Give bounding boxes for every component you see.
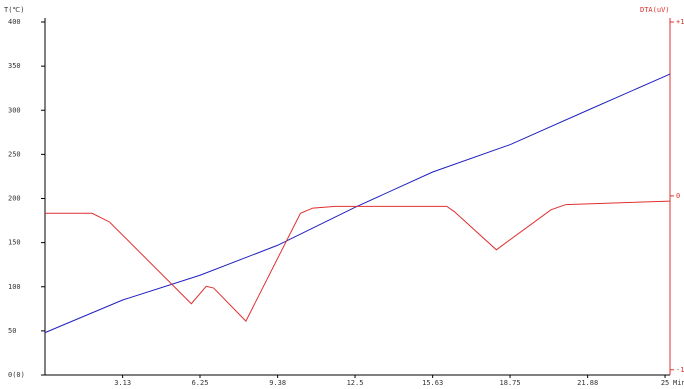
y-tick-label: 350 (8, 62, 21, 70)
data-line (44, 73, 671, 334)
y-tick-label: 400 (8, 18, 21, 26)
y-tick-label: 50 (8, 327, 16, 335)
y-tick-label: 0(0) (8, 371, 25, 379)
x-tick-label: 3.13 (114, 379, 131, 387)
x-axis-label: Min (673, 379, 684, 387)
y-tick-label: 150 (8, 239, 21, 247)
data-line (45, 200, 671, 322)
y-tick-label: 200 (8, 195, 21, 203)
x-tick-label: 21.88 (577, 379, 598, 387)
y-tick-label: 250 (8, 150, 21, 158)
x-tick-label: 12.5 (347, 379, 364, 387)
x-tick-label: 18.75 (499, 379, 520, 387)
x-tick-label: 15.63 (422, 379, 443, 387)
y-axis-label: T(℃) (4, 6, 25, 14)
y2-tick-label: -10 (676, 366, 684, 374)
y2-tick-label: 0 (676, 192, 680, 200)
x-tick-label: 9.38 (269, 379, 286, 387)
y-tick-label: 300 (8, 106, 21, 114)
y2-tick-label: +10 (676, 18, 684, 26)
y-tick-label: 100 (8, 283, 21, 291)
x-tick-label: 6.25 (192, 379, 209, 387)
y2-axis-label: DTA(uV) (640, 6, 670, 14)
x-tick-label: 25 (661, 379, 669, 387)
